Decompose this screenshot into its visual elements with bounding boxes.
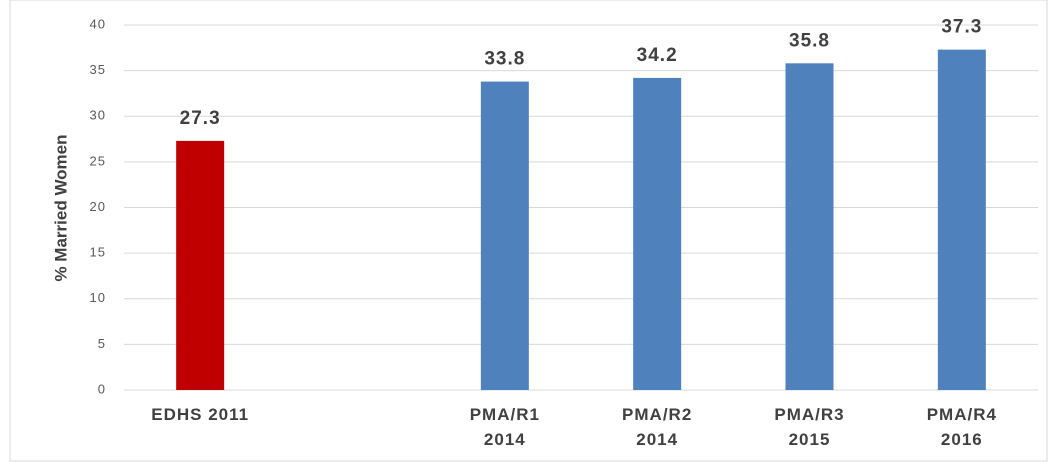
value-label: 34.2	[637, 45, 678, 66]
x-tick-label: PMA/R1 2014	[470, 405, 540, 449]
y-tick-label: 20	[90, 199, 106, 214]
value-label: 35.8	[789, 30, 830, 51]
bar	[937, 49, 986, 390]
bar	[785, 63, 834, 390]
chart-frame	[9, 0, 1048, 462]
y-tick-label: 40	[90, 16, 106, 31]
y-tick-label: 30	[90, 108, 106, 123]
bar	[480, 81, 529, 390]
y-tick-label: 35	[90, 62, 106, 77]
y-tick-label: 0	[98, 381, 106, 396]
x-tick-label: PMA/R4 2016	[927, 405, 997, 449]
bar	[176, 140, 225, 390]
x-tick-label: PMA/R2 2014	[622, 405, 692, 449]
x-tick-label: PMA/R3 2015	[774, 405, 844, 449]
y-tick-label: 25	[90, 153, 106, 168]
bar	[633, 77, 682, 391]
y-tick-label: 10	[90, 290, 106, 305]
y-tick-label: 5	[98, 336, 106, 351]
value-label: 27.3	[180, 108, 221, 129]
y-axis-title: % Married Women	[51, 134, 70, 281]
y-tick-label: 15	[90, 245, 106, 260]
value-label: 37.3	[941, 17, 982, 38]
x-tick-label: EDHS 2011	[151, 405, 249, 424]
value-label: 33.8	[484, 49, 525, 70]
